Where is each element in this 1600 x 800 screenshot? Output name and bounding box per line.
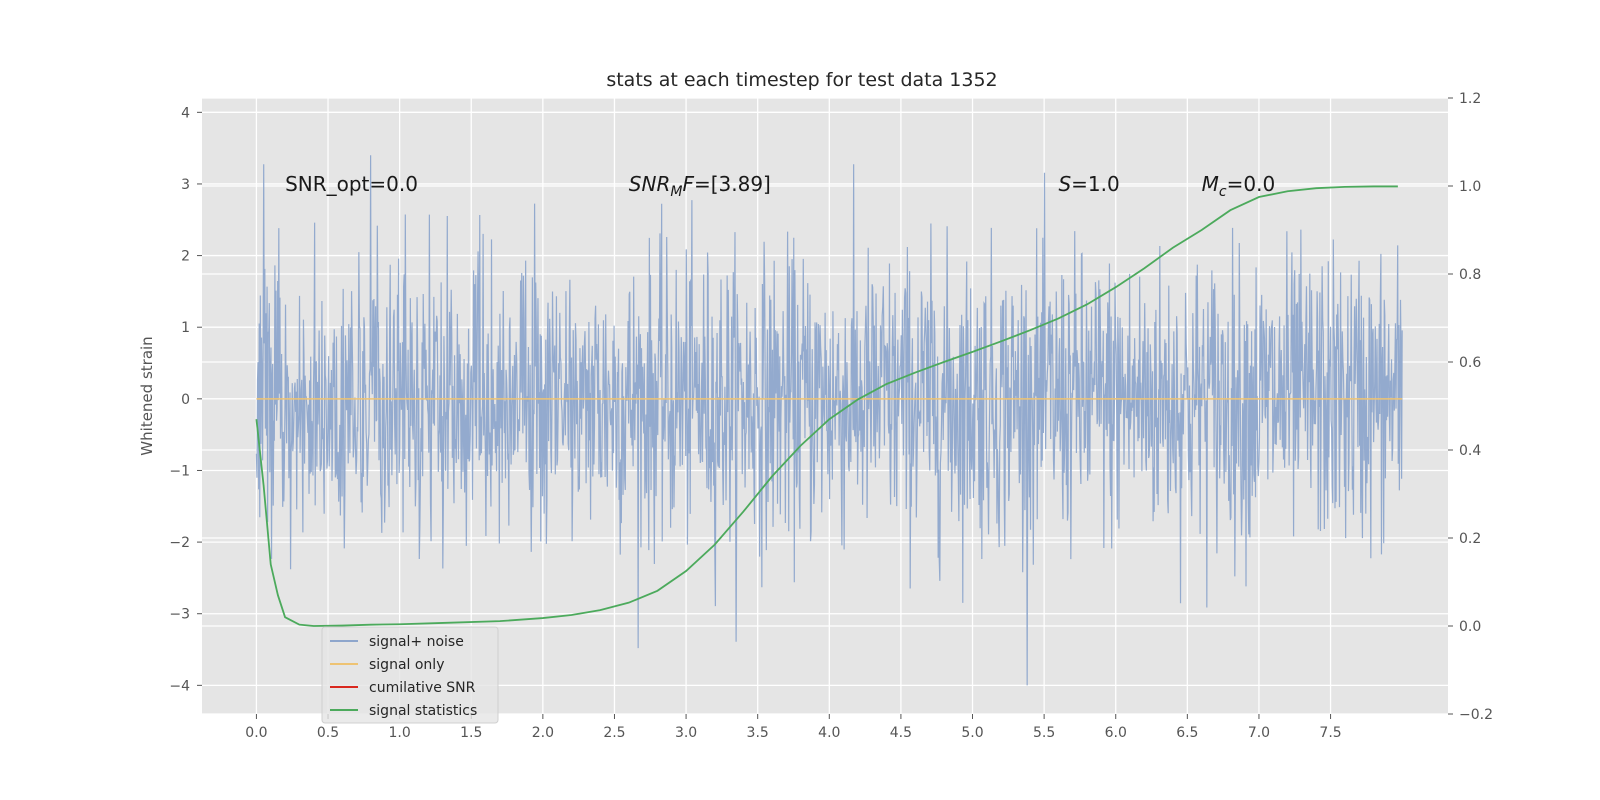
y-tick-label: −3 [169,607,190,623]
legend-label: cumilative SNR [369,680,476,696]
annotation-3: S=1.0 [1058,172,1119,196]
y-tick-label: −2 [169,535,190,551]
x-axis-ticks: 0.0 0.5 1.0 1.5 2.0 2.5 3.0 3.5 4.0 4.5 5.0 5.5 6.0 6… [245,714,1342,741]
signal-statistics-series [255,185,1398,627]
y2-tick-label: 1.2 [1459,91,1481,107]
y2-tick-label: 1.0 [1459,179,1481,195]
x-tick-label: 3.5 [747,725,769,741]
signal-statistics-line [255,185,1398,627]
x-tick-label: 0.5 [317,725,339,741]
y-tick-label: −1 [169,463,190,479]
y2-axis-ticks: −0.2 0.0 0.2 0.4 0.6 0.8 1.0 1.2 [1448,91,1493,723]
y-tick-label: 0 [181,392,190,408]
y-tick-label: 3 [181,177,190,193]
x-tick-label: 6.5 [1176,725,1198,741]
y2-tick-label: 0.2 [1459,531,1481,547]
y-tick-label: 4 [181,105,190,121]
legend-label: signal statistics [369,703,477,719]
x-tick-label: 2.5 [603,725,625,741]
noise-line [255,155,1403,686]
legend: signal+ noise signal only cumilative SNR si… [321,626,499,724]
y2-tick-label: 0.4 [1459,443,1481,459]
x-tick-label: 5.0 [961,725,983,741]
x-tick-label: 5.5 [1033,725,1055,741]
annotations: SNR_opt=0.0 SNRMF=[3.89] S=1.0 Mc=0.0 [285,172,1275,200]
y2-tick-label: −0.2 [1459,707,1493,723]
x-tick-label: 0.0 [245,725,267,741]
x-tick-label: 7.5 [1319,725,1341,741]
x-tick-label: 1.5 [460,725,482,741]
legend-label: signal only [369,657,444,673]
x-tick-label: 2.0 [532,725,554,741]
y2-tick-label: 0.8 [1459,267,1481,283]
y2-tick-label: 0.0 [1459,619,1481,635]
y-axis-label: Whitened strain [138,336,156,455]
legend-box [321,626,499,724]
annotation-1: SNR_opt=0.0 [285,172,418,196]
annotation-2: SNRMF=[3.89] [629,172,771,200]
x-tick-label: 7.0 [1248,725,1270,741]
y-axis-ticks: −4 −3 −2 −1 0 1 2 3 4 [169,105,202,694]
x-tick-label: 3.0 [675,725,697,741]
x-tick-label: 4.5 [890,725,912,741]
y-tick-label: 1 [181,320,190,336]
x-tick-label: 6.0 [1105,725,1127,741]
chart-title: stats at each timestep for test data 135… [606,69,997,91]
signal-plus-noise-series [255,155,1403,686]
x-tick-label: 1.0 [389,725,411,741]
y2-tick-label: 0.6 [1459,355,1481,371]
legend-label: signal+ noise [369,634,464,650]
x-tick-label: 4.0 [818,725,840,741]
y-tick-label: −4 [169,678,190,694]
y-tick-label: 2 [181,249,190,265]
annotation-4: Mc=0.0 [1202,172,1276,200]
